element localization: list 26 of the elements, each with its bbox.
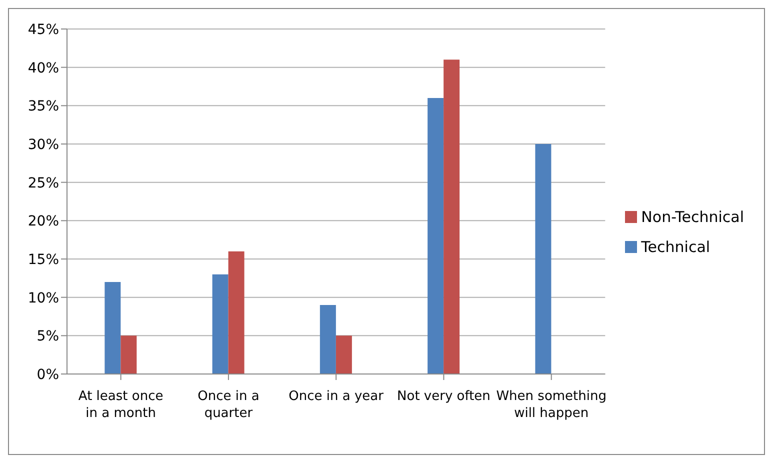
x-tick-label: Not very often	[397, 389, 490, 404]
y-tick-label: 40%	[28, 60, 59, 76]
x-tick-label: Once in a year	[288, 389, 384, 404]
bar	[212, 274, 228, 374]
bar	[535, 144, 552, 374]
bar	[444, 60, 460, 374]
x-tick-label: At least once in a month	[78, 389, 164, 421]
legend-label: Technical	[641, 238, 710, 256]
bar	[428, 98, 444, 374]
y-tick-label: 10%	[28, 290, 59, 306]
bar	[120, 336, 137, 374]
y-tick-label: 45%	[28, 22, 59, 38]
y-tick-label: 15%	[28, 252, 59, 268]
y-tick-label: 0%	[36, 366, 59, 383]
x-tick-label: When something will happen	[496, 389, 607, 421]
bar	[228, 251, 244, 374]
bar	[336, 336, 352, 374]
y-tick-label: 35%	[28, 98, 59, 115]
y-tick-label: 30%	[28, 136, 59, 153]
x-tick-label: Once in a quarter	[198, 389, 260, 421]
y-tick-label: 5%	[36, 328, 59, 345]
bar	[104, 282, 121, 374]
bar	[320, 305, 336, 374]
y-tick-label: 20%	[28, 214, 59, 230]
legend-label: Non-Technical	[641, 208, 744, 226]
y-tick-label: 25%	[28, 175, 59, 192]
